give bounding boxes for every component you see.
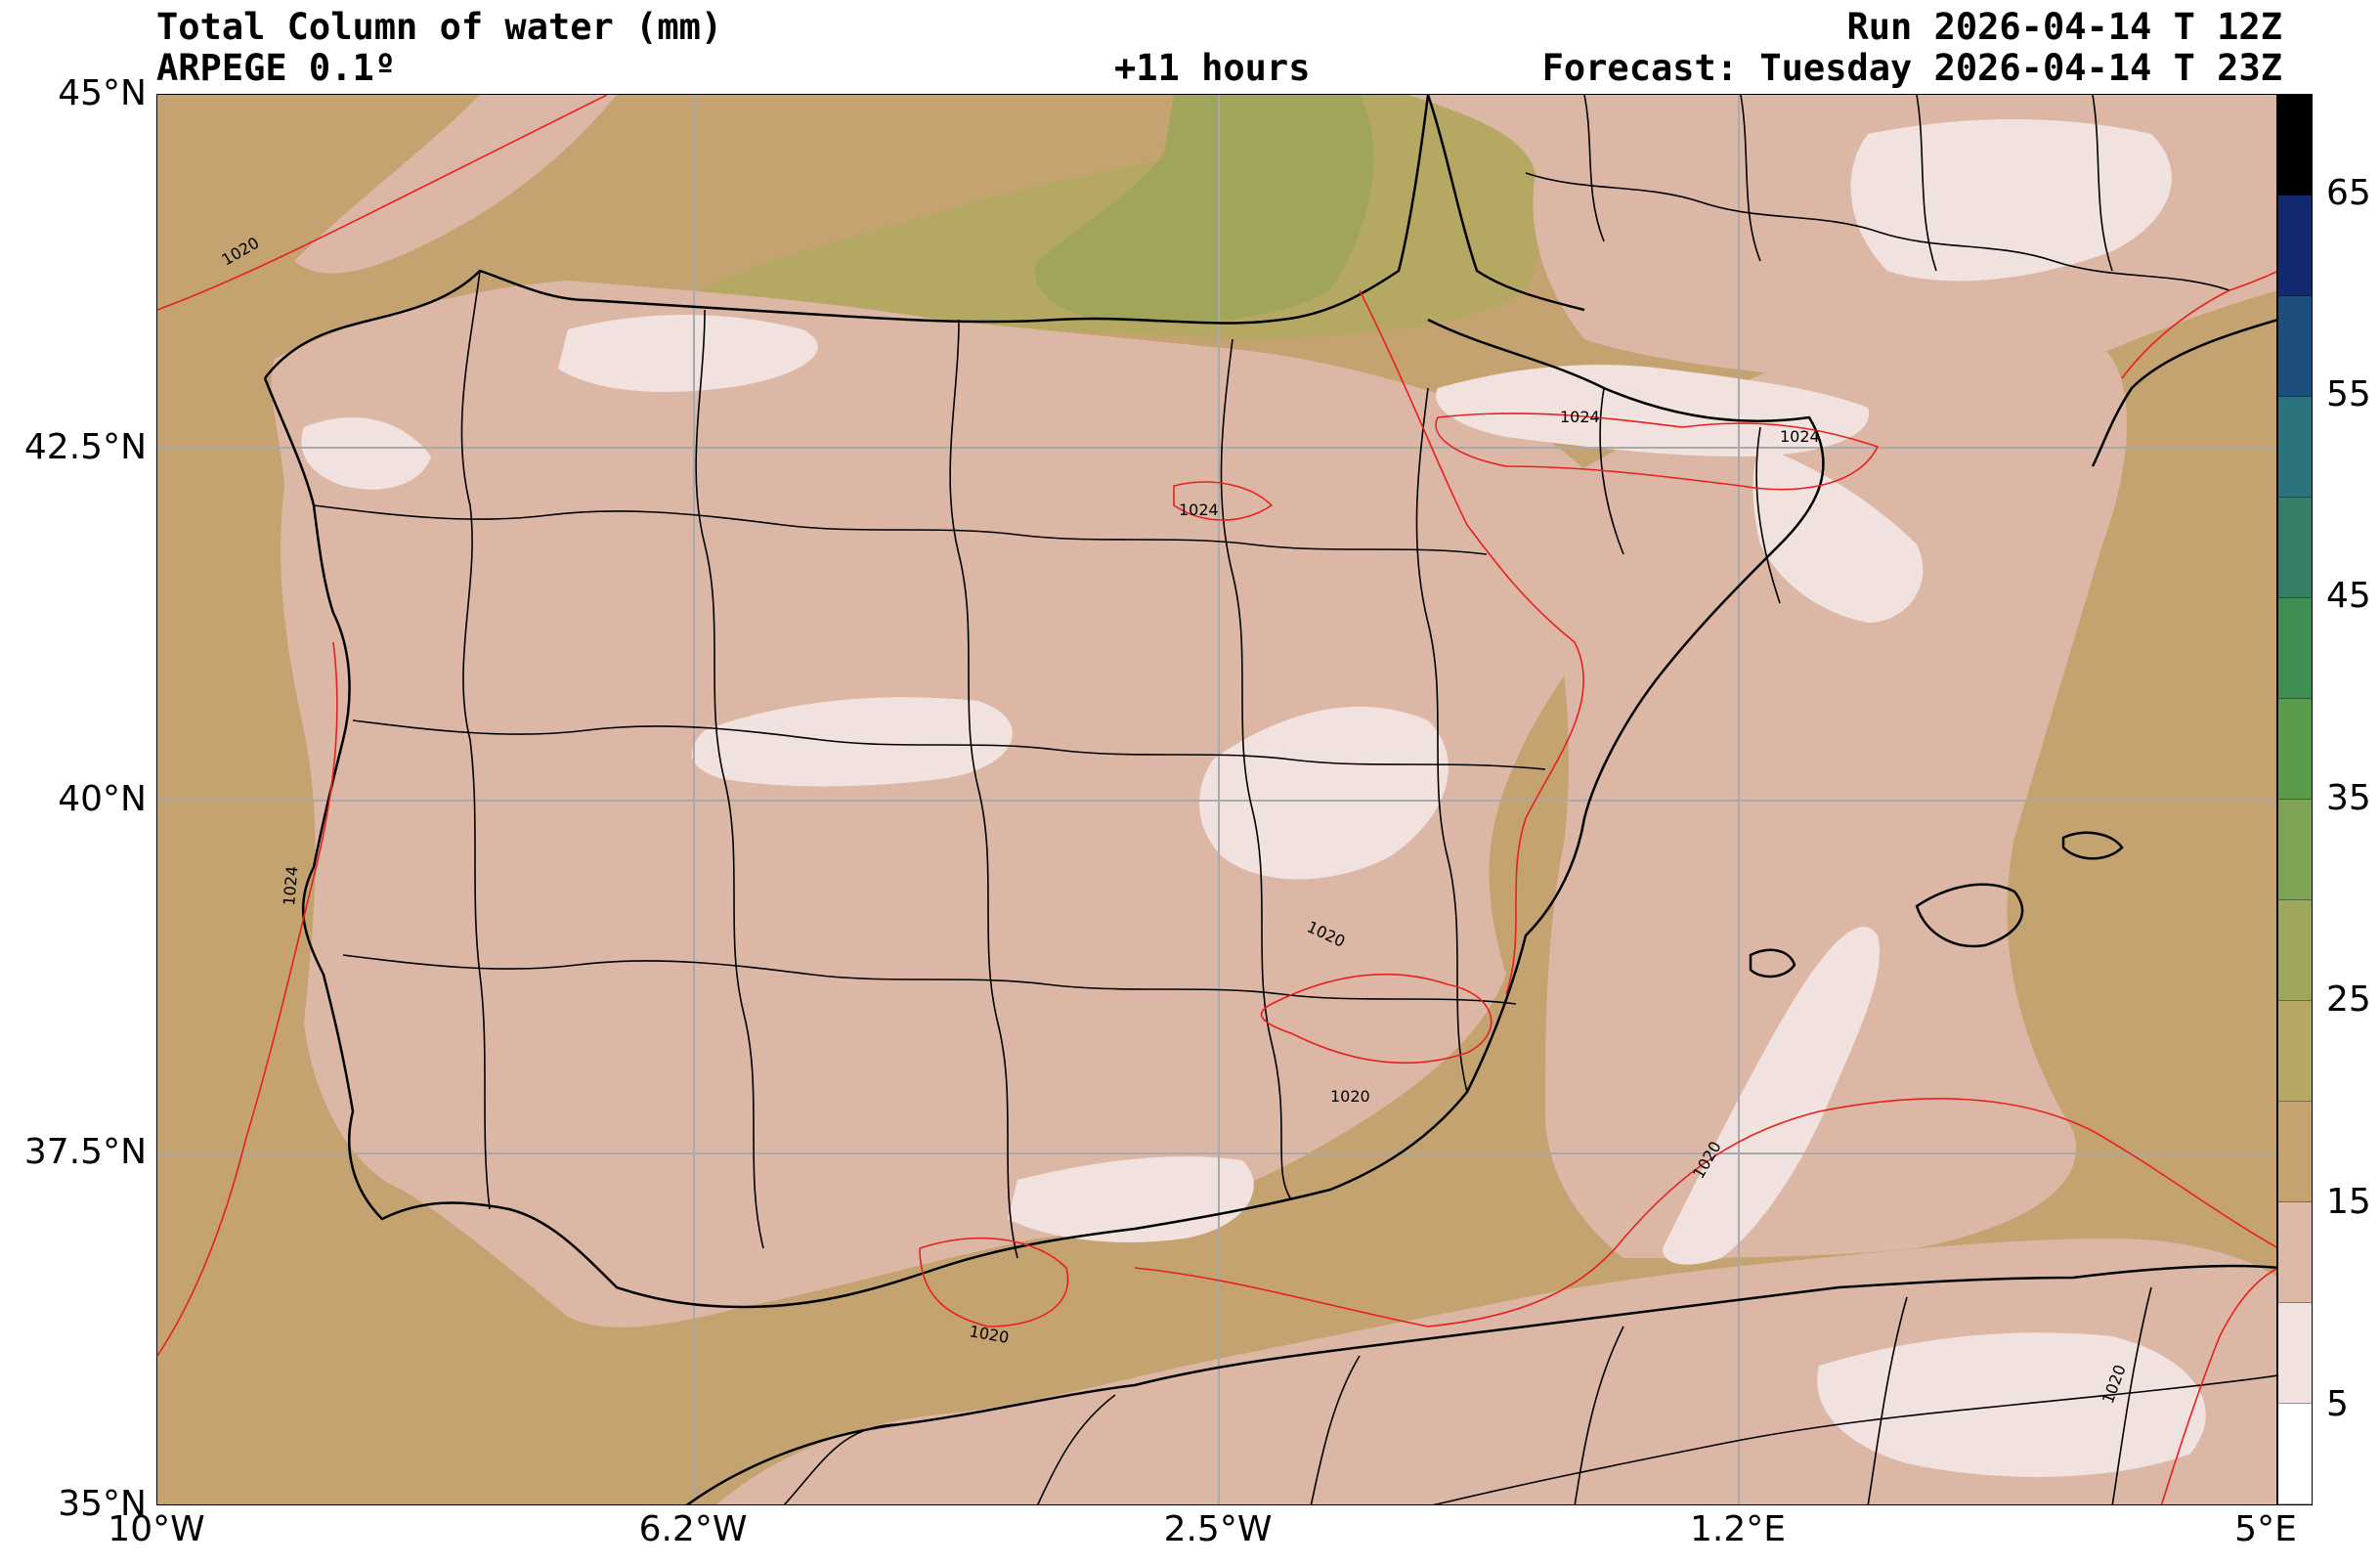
lon-tick: 5°E [2234, 1509, 2297, 1549]
field-light-center [1199, 706, 1449, 880]
colorbar-segment [2278, 397, 2312, 498]
colorbar-segment [2278, 1102, 2312, 1202]
lat-tick: 40°N [58, 779, 147, 819]
field-green-core [1035, 95, 1374, 324]
coast-france [1426, 95, 2276, 467]
colorbar-segment [2278, 900, 2312, 1001]
forecast-label: Forecast: Tuesday 2026-04-14 T 23Z [1541, 47, 2282, 89]
coast-mallorca [1915, 883, 2024, 948]
colorbar-segment [2278, 800, 2312, 900]
field-light-andalusia [1008, 1156, 1254, 1242]
run-label: Run 2026-04-14 T 12Z [1846, 6, 2282, 48]
field-light-meseta [691, 697, 1013, 787]
colorbar-segment [2278, 1001, 2312, 1102]
field-light-galicia [301, 417, 431, 490]
colorbar-tick: 25 [2326, 979, 2371, 1020]
lat-tick: 45°N [58, 73, 147, 113]
water-column-map[interactable]: 1020 1020 1020 1020 1020 1020 1024 1024 … [156, 94, 2277, 1505]
colorbar-tick: 35 [2326, 778, 2371, 818]
lon-tick: 2.5°W [1163, 1509, 1273, 1549]
field-pink-med [1516, 328, 2127, 1259]
region-borders [313, 95, 2276, 1504]
isobar-label: 1024 [1179, 500, 1219, 519]
colorbar-tick: 5 [2326, 1384, 2349, 1424]
lon-tick: 10°W [108, 1509, 205, 1549]
lat-tick: 35°N [58, 1484, 147, 1524]
colorbar-tick: 45 [2326, 576, 2371, 616]
isobar-label: 1020 [1330, 1087, 1370, 1106]
colorbar-tick: 55 [2326, 374, 2371, 414]
colorbar-segment [2278, 498, 2312, 598]
field-pink-iberia [271, 281, 1644, 1327]
lat-tick: 42.5°N [23, 427, 147, 467]
lead-time-label: +11 hours [1114, 47, 1311, 89]
isobar-label: 1024 [1560, 408, 1600, 426]
map-title: Total Column of water (mm) [156, 6, 723, 48]
lon-tick: 6.2°W [638, 1509, 748, 1549]
colorbar-segment [2278, 598, 2312, 699]
field-light-catalonia [1753, 447, 1924, 623]
lon-tick: 1.2°E [1690, 1509, 1786, 1549]
colorbar-segment [2278, 1404, 2312, 1504]
field-light-sea-streak [1663, 927, 1880, 1265]
colorbar-segment [2278, 1202, 2312, 1303]
field-light-pyrenees [1436, 365, 1870, 457]
field-light-alps [1850, 119, 2172, 282]
colorbar-segment [2278, 699, 2312, 800]
coastlines [263, 95, 2276, 1504]
field-pink-nw [294, 95, 617, 274]
model-label: ARPEGE 0.1º [156, 47, 397, 89]
coast-menorca [2061, 831, 2124, 860]
isobar-label: 1024 [1780, 427, 1820, 446]
field-light-cantabria [558, 315, 818, 392]
colorbar-segment [2278, 196, 2312, 296]
isobar-label: 1024 [280, 865, 301, 906]
coast-iberia [263, 95, 1825, 1309]
map-canvas: 1020 1020 1020 1020 1020 1020 1024 1024 … [157, 95, 2276, 1504]
colorbar-segment [2278, 95, 2312, 196]
colorbar-segment [2278, 296, 2312, 397]
graticule [157, 95, 2276, 1504]
colorbar-segment [2278, 1303, 2312, 1404]
colorbar [2277, 94, 2313, 1505]
colorbar-tick: 65 [2326, 173, 2371, 213]
coast-africa [685, 1264, 2276, 1504]
lat-tick: 37.5°N [23, 1132, 147, 1172]
colorbar-tick: 15 [2326, 1182, 2371, 1222]
coast-ibiza [1749, 948, 1796, 979]
isobars [157, 95, 2276, 1504]
